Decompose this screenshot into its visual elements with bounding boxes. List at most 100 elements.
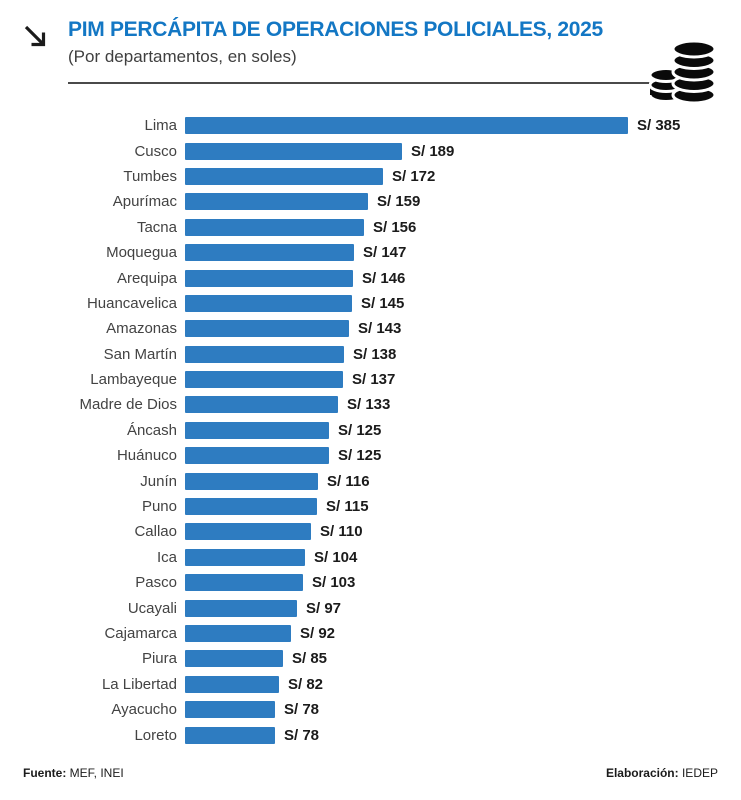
value-bar <box>185 701 275 719</box>
value-label: S/ 137 <box>352 371 396 389</box>
category-label: Junín <box>140 472 177 490</box>
value-label: S/ 145 <box>361 294 405 312</box>
category-label: San Martín <box>103 345 177 363</box>
category-label: Lambayeque <box>90 371 177 389</box>
category-label: Pasco <box>135 574 177 592</box>
value-label: S/ 146 <box>362 269 406 287</box>
value-bar <box>185 421 329 439</box>
category-label: La Libertad <box>101 675 177 693</box>
category-label: Cusco <box>134 142 177 160</box>
value-bar <box>185 218 364 236</box>
value-label: S/ 385 <box>637 117 681 135</box>
value-label: S/ 104 <box>314 548 358 566</box>
chart-title: PIM PERCÁPITA DE OPERACIONES POLICIALES,… <box>68 18 603 41</box>
value-label: S/ 115 <box>326 498 369 516</box>
bar-chart: Lima S/ 385 Cusco S/ 189 Tumbes S/ 172 Apuríma… <box>24 113 724 748</box>
chart-row: Tacna S/ 156 <box>24 215 724 240</box>
category-label: Ayacucho <box>111 701 177 719</box>
elaboration-note: Elaboración: IEDEP <box>606 766 718 780</box>
category-label: Tacna <box>136 218 177 236</box>
chart-row: Huancavelica S/ 145 <box>24 291 724 316</box>
source-label: Fuente: <box>23 766 67 780</box>
category-label: Áncash <box>126 421 177 439</box>
value-bar <box>185 523 311 541</box>
value-bar <box>185 345 344 363</box>
chart-row: Amazonas S/ 143 <box>24 316 724 341</box>
value-bar <box>185 396 338 414</box>
value-bar <box>185 625 291 642</box>
chart-row: Ayacucho S/ 78 <box>24 697 724 722</box>
value-label: S/ 125 <box>338 421 382 439</box>
value-bar <box>185 447 329 465</box>
elaboration-label: Elaboración: <box>605 766 679 780</box>
chart-row: Madre de Dios S/ 133 <box>24 392 724 417</box>
coin-stacks-icon <box>649 39 717 105</box>
chart-row: Cajamarca S/ 92 <box>24 621 724 646</box>
value-bar <box>185 548 305 566</box>
value-bar <box>185 498 317 516</box>
category-label: Callao <box>134 523 177 541</box>
category-label: Huánuco <box>116 447 177 465</box>
chart-row: Tumbes S/ 172 <box>24 164 724 189</box>
category-label: Loreto <box>134 726 177 744</box>
value-bar <box>185 650 283 668</box>
value-bar <box>185 294 352 312</box>
arrow-down-right-icon <box>24 25 46 47</box>
chart-row: Puno S/ 115 <box>24 494 724 519</box>
value-bar <box>185 167 383 185</box>
value-bar <box>185 371 343 389</box>
value-label: S/ 125 <box>338 447 382 465</box>
chart-row: La Libertad S/ 82 <box>24 672 724 697</box>
value-label: S/ 116 <box>327 472 370 490</box>
category-label: Tumbes <box>123 167 177 185</box>
value-label: S/ 92 <box>300 625 336 642</box>
chart-row: Arequipa S/ 146 <box>24 265 724 290</box>
header-divider <box>68 82 655 84</box>
value-bar <box>185 193 368 211</box>
chart-row: Áncash S/ 125 <box>24 418 724 443</box>
value-bar <box>185 244 354 262</box>
category-label: Ica <box>156 548 177 566</box>
chart-row: Lima S/ 385 <box>24 113 724 138</box>
category-label: Ucayali <box>127 599 177 617</box>
value-label: S/ 159 <box>377 193 421 211</box>
chart-row: Huánuco S/ 125 <box>24 443 724 468</box>
value-bar <box>185 472 318 490</box>
value-label: S/ 82 <box>288 675 324 693</box>
chart-footer: Fuente: MEF, INEI Elaboración: IEDEP <box>23 766 718 780</box>
value-label: S/ 189 <box>411 142 455 160</box>
value-bar <box>185 117 628 135</box>
value-label: S/ 133 <box>347 396 391 414</box>
chart-row: Ucayali S/ 97 <box>24 595 724 620</box>
value-bar <box>185 574 303 592</box>
chart-row: Ica S/ 104 <box>24 545 724 570</box>
value-label: S/ 172 <box>392 167 436 185</box>
value-bar <box>185 269 353 287</box>
category-label: Puno <box>141 498 177 516</box>
category-label: Lima <box>144 117 177 135</box>
chart-row: Cusco S/ 189 <box>24 138 724 163</box>
chart-subtitle: (Por departamentos, en soles) <box>68 47 297 66</box>
value-label: S/ 103 <box>312 574 356 592</box>
value-bar <box>185 726 275 744</box>
category-label: Moquegua <box>106 244 177 262</box>
value-label: S/ 85 <box>292 650 328 668</box>
source-note: Fuente: MEF, INEI <box>23 766 124 780</box>
chart-row: Lambayeque S/ 137 <box>24 367 724 392</box>
chart-row: Callao S/ 110 <box>24 519 724 544</box>
chart-row: Loreto S/ 78 <box>24 722 724 747</box>
category-label: Piura <box>141 650 177 668</box>
value-bar <box>185 675 279 693</box>
value-bar <box>185 320 349 338</box>
chart-row: San Martín S/ 138 <box>24 342 724 367</box>
chart-row: Apurímac S/ 159 <box>24 189 724 214</box>
category-label: Madre de Dios <box>79 396 177 414</box>
value-label: S/ 78 <box>284 726 320 744</box>
category-label: Amazonas <box>106 320 177 338</box>
chart-row: Pasco S/ 103 <box>24 570 724 595</box>
chart-row: Junín S/ 116 <box>24 468 724 493</box>
elaboration-value: IEDEP <box>678 766 718 780</box>
value-label: S/ 138 <box>353 345 397 363</box>
chart-row: Moquegua S/ 147 <box>24 240 724 265</box>
